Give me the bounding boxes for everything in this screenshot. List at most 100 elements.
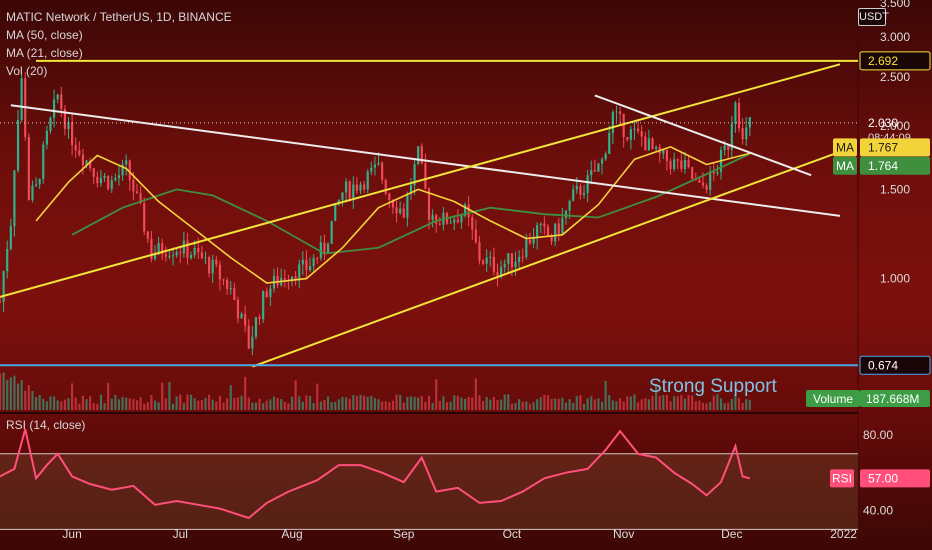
candle-body[interactable] (471, 217, 474, 230)
candle-body[interactable] (525, 239, 528, 257)
candle-body[interactable] (748, 117, 751, 128)
candle-body[interactable] (348, 181, 351, 199)
candle-body[interactable] (586, 175, 589, 194)
candle-body[interactable] (143, 203, 146, 232)
candle-body[interactable] (139, 193, 142, 204)
candle-body[interactable] (532, 238, 535, 244)
candle-body[interactable] (305, 259, 308, 271)
candle-body[interactable] (366, 171, 369, 190)
candle-body[interactable] (431, 215, 434, 220)
candle-body[interactable] (49, 117, 52, 131)
candle-body[interactable] (283, 278, 286, 280)
candle-body[interactable] (463, 204, 467, 216)
candle-body[interactable] (712, 171, 715, 174)
candle-body[interactable] (647, 138, 650, 151)
candle-body[interactable] (496, 272, 499, 276)
candle-body[interactable] (247, 325, 250, 349)
candle-body[interactable] (128, 160, 131, 180)
candle-body[interactable] (0, 301, 2, 303)
candle-body[interactable] (489, 256, 492, 258)
candle-body[interactable] (604, 153, 607, 160)
candle-body[interactable] (233, 288, 236, 301)
candle-body[interactable] (409, 185, 413, 194)
candle-body[interactable] (521, 256, 524, 258)
candle-body[interactable] (63, 108, 66, 129)
candle-body[interactable] (319, 242, 322, 258)
candle-body[interactable] (528, 239, 532, 244)
candle-body[interactable] (81, 154, 84, 166)
candle-body[interactable] (568, 200, 571, 211)
candle-body[interactable] (200, 252, 203, 259)
candle-body[interactable] (186, 240, 189, 259)
candle-body[interactable] (615, 111, 618, 113)
candle-body[interactable] (290, 276, 294, 282)
candle-body[interactable] (164, 254, 167, 257)
candle-body[interactable] (208, 257, 211, 274)
ma50-legend[interactable]: MA (50, close) (6, 28, 83, 42)
candle-body[interactable] (460, 215, 463, 223)
candle-body[interactable] (52, 99, 56, 118)
candle-body[interactable] (629, 129, 632, 140)
candle-body[interactable] (608, 133, 611, 154)
candle-body[interactable] (381, 162, 384, 180)
candle-body[interactable] (197, 247, 200, 253)
candle-body[interactable] (67, 122, 70, 129)
candle-body[interactable] (42, 144, 45, 179)
candle-body[interactable] (514, 261, 517, 268)
candle-body[interactable] (265, 291, 268, 297)
candle-body[interactable] (135, 191, 139, 194)
candle-body[interactable] (34, 184, 38, 186)
candle-body[interactable] (680, 160, 683, 170)
channel-lower-trendline[interactable] (252, 150, 841, 368)
candle-body[interactable] (229, 288, 232, 290)
candle-body[interactable] (114, 178, 117, 181)
candle-body[interactable] (341, 192, 344, 201)
candle-body[interactable] (352, 184, 355, 199)
candle-body[interactable] (13, 170, 16, 227)
candle-body[interactable] (377, 162, 380, 165)
candle-body[interactable] (406, 193, 409, 218)
candle-body[interactable] (655, 146, 658, 149)
candle-body[interactable] (226, 279, 229, 290)
candle-body[interactable] (56, 94, 59, 100)
candle-body[interactable] (701, 182, 705, 186)
candle-body[interactable] (618, 111, 622, 114)
candle-body[interactable] (676, 159, 679, 161)
candle-body[interactable] (78, 150, 81, 155)
candle-body[interactable] (326, 243, 330, 254)
candle-body[interactable] (254, 317, 258, 337)
candle-body[interactable] (20, 78, 23, 121)
candle-body[interactable] (637, 128, 640, 132)
candle-body[interactable] (651, 138, 654, 149)
candle-body[interactable] (730, 123, 733, 150)
candle-body[interactable] (417, 146, 420, 165)
candle-body[interactable] (359, 184, 362, 191)
candle-body[interactable] (2, 271, 5, 302)
candle-body[interactable] (179, 252, 182, 254)
candle-body[interactable] (557, 223, 560, 234)
candle-body[interactable] (662, 149, 665, 154)
candle-body[interactable] (262, 291, 265, 320)
candle-body[interactable] (673, 159, 676, 170)
candle-body[interactable] (449, 222, 452, 224)
candle-body[interactable] (467, 204, 470, 218)
candle-body[interactable] (298, 264, 301, 281)
candle-body[interactable] (168, 255, 171, 257)
candle-body[interactable] (373, 164, 377, 168)
candle-body[interactable] (424, 163, 427, 189)
candle-body[interactable] (31, 185, 34, 200)
candle-body[interactable] (518, 256, 521, 262)
candle-body[interactable] (478, 241, 481, 261)
candle-body[interactable] (244, 313, 247, 326)
candle-body[interactable] (74, 144, 77, 151)
candle-body[interactable] (171, 255, 175, 257)
candle-body[interactable] (438, 223, 441, 225)
candle-body[interactable] (38, 178, 41, 185)
candle-body[interactable] (644, 136, 647, 151)
candle-body[interactable] (121, 164, 124, 176)
candle-body[interactable] (492, 256, 495, 273)
descending-line-trendline[interactable] (10, 104, 841, 217)
candle-body[interactable] (727, 145, 730, 150)
candle-body[interactable] (222, 279, 225, 281)
